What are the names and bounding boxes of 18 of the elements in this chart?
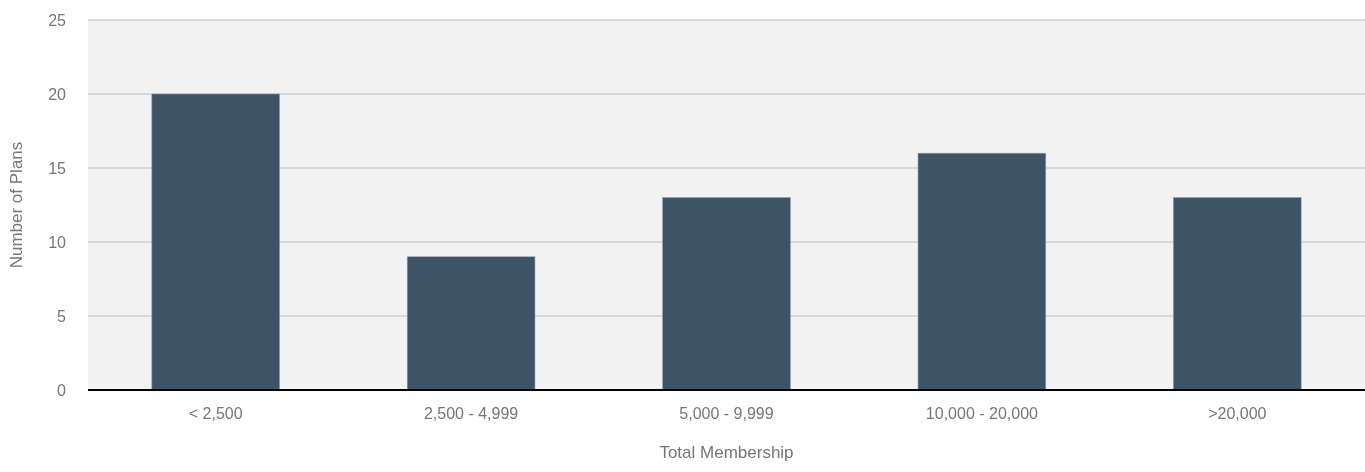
y-tick-label: 25 bbox=[48, 11, 67, 29]
bar bbox=[917, 152, 1047, 391]
x-tick-label: >20,000 bbox=[1208, 405, 1267, 423]
x-tick-label: 2,500 - 4,999 bbox=[423, 405, 519, 423]
bar bbox=[662, 197, 791, 391]
y-tick-label: 20 bbox=[48, 85, 67, 103]
x-tick-label: 5,000 - 9,999 bbox=[679, 405, 774, 423]
x-tick-label: 10,000 - 20,000 bbox=[925, 405, 1039, 423]
y-tick-label: 15 bbox=[48, 159, 67, 177]
x-axis-title: Total Membership bbox=[659, 443, 794, 462]
y-axis-title: Number of Plans bbox=[7, 141, 26, 269]
bar bbox=[1173, 197, 1302, 391]
bar bbox=[151, 93, 280, 391]
x-tick-label: < 2,500 bbox=[188, 405, 243, 423]
y-tick-label: 0 bbox=[57, 381, 67, 399]
bar bbox=[406, 256, 536, 391]
y-tick-label: 5 bbox=[57, 307, 67, 325]
y-tick-label: 10 bbox=[48, 233, 67, 251]
